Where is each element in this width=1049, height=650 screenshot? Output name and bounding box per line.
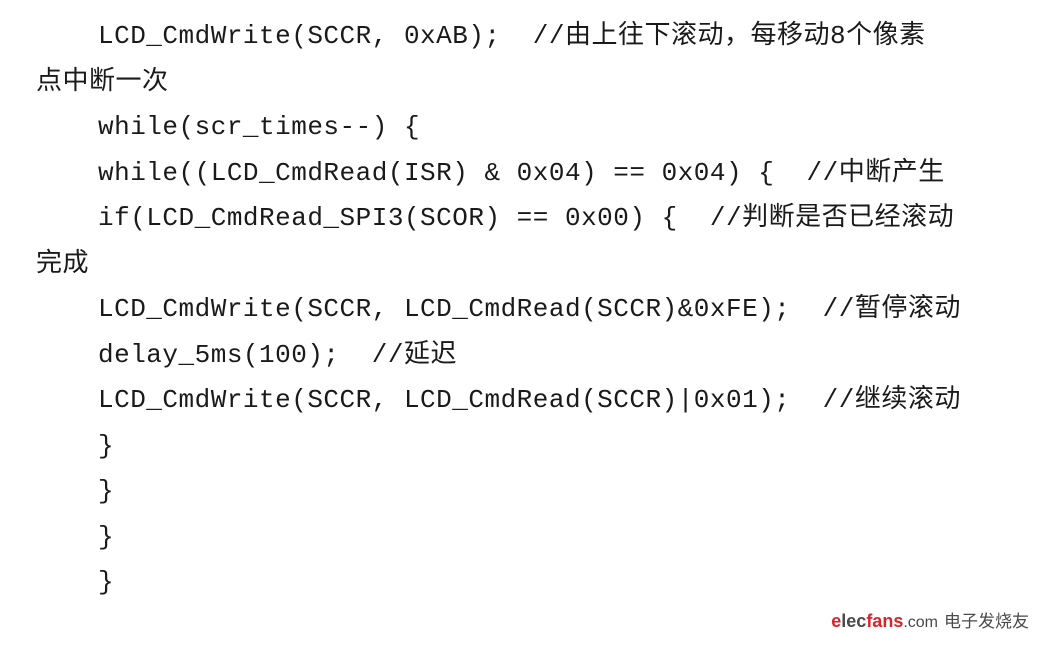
watermark-brand-e: e (831, 611, 841, 631)
code-line: } (20, 515, 1029, 561)
code-line: } (20, 560, 1029, 606)
watermark-brand-lec: lec (841, 611, 866, 631)
code-snippet-block: LCD_CmdWrite(SCCR, 0xAB); //由上往下滚动，每移动8个… (0, 0, 1049, 616)
code-line: 点中断一次 (20, 60, 1029, 106)
code-line: LCD_CmdWrite(SCCR, LCD_CmdRead(SCCR)&0xF… (20, 287, 1029, 333)
code-line: LCD_CmdWrite(SCCR, 0xAB); //由上往下滚动，每移动8个… (20, 14, 1029, 60)
code-line: } (20, 424, 1029, 470)
watermark: elecfans.com 电子发烧友 (831, 607, 1029, 632)
code-line: } (20, 469, 1029, 515)
code-line: 完成 (20, 242, 1029, 288)
code-line: while((LCD_CmdRead(ISR) & 0x04) == 0x04)… (20, 151, 1029, 197)
code-line: if(LCD_CmdRead_SPI3(SCOR) == 0x00) { //判… (20, 196, 1029, 242)
watermark-brand-fans: fans (866, 611, 903, 631)
code-line: LCD_CmdWrite(SCCR, LCD_CmdRead(SCCR)|0x0… (20, 378, 1029, 424)
watermark-cn-text: 电子发烧友 (944, 612, 1029, 631)
code-line: delay_5ms(100); //延迟 (20, 333, 1029, 379)
code-line: while(scr_times--) { (20, 105, 1029, 151)
watermark-dotcom: .com (903, 614, 938, 631)
